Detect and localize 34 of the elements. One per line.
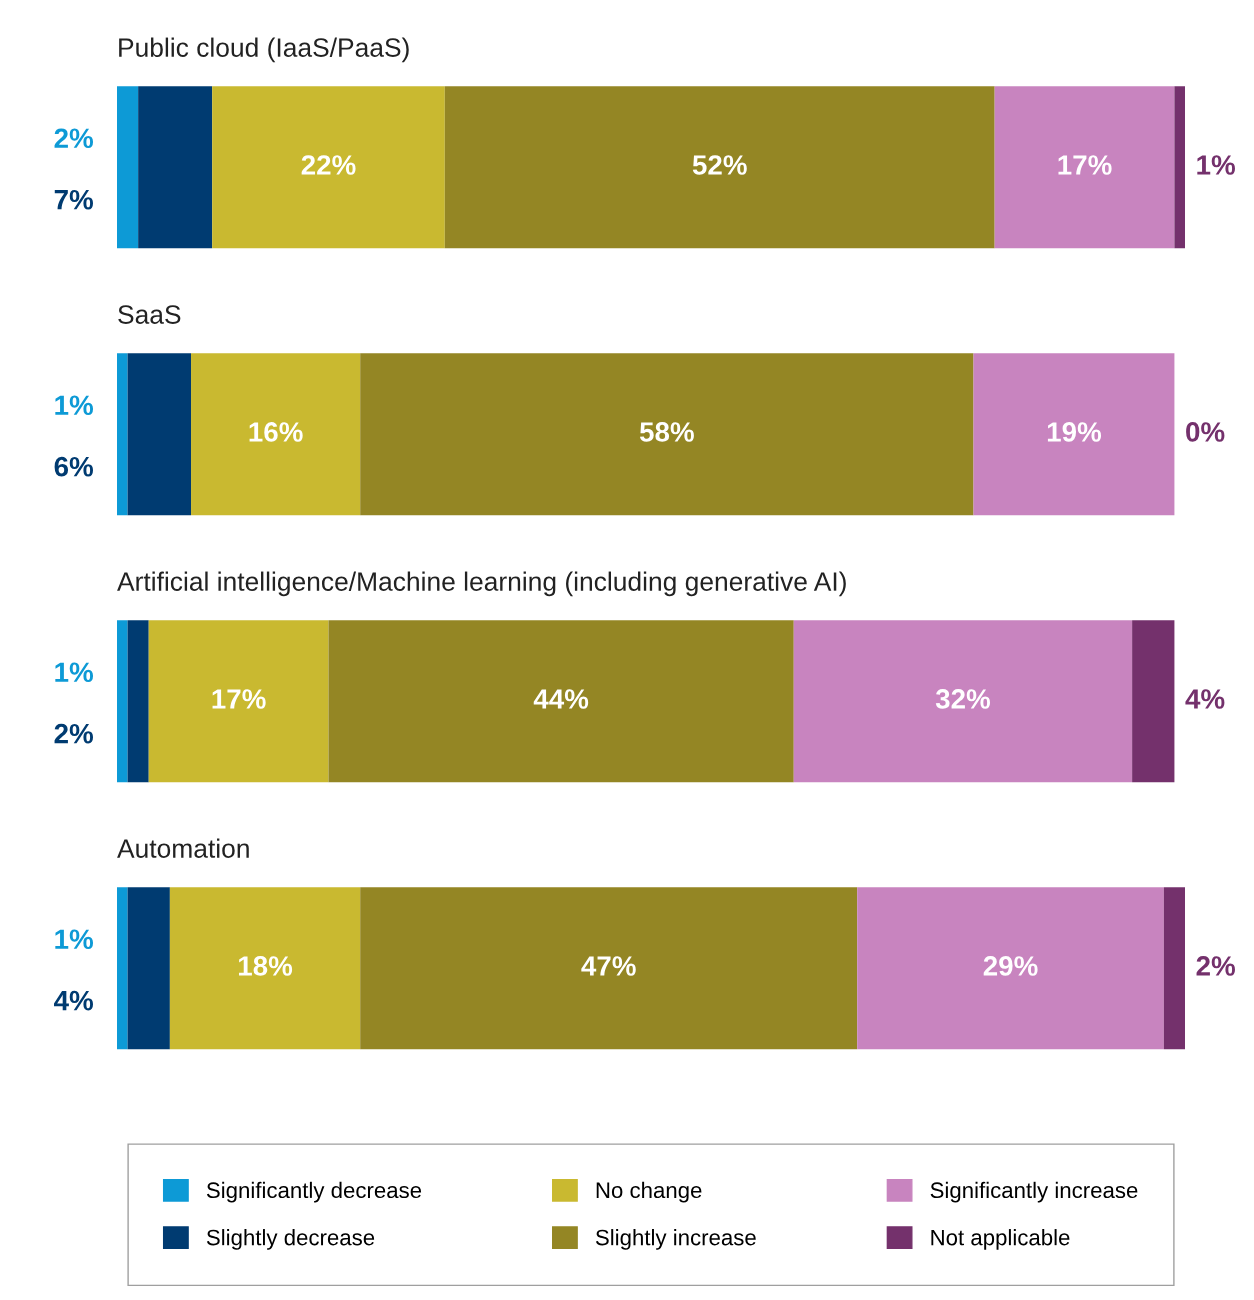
data-label: 17% bbox=[1058, 155, 1112, 175]
data-label: 2% bbox=[1196, 956, 1235, 976]
legend-label: Significantly increase bbox=[930, 1181, 1138, 1203]
data-label: 19% bbox=[1047, 422, 1102, 442]
data-label: 0% bbox=[1186, 422, 1225, 442]
data-label: 7% bbox=[54, 189, 93, 210]
data-label: 17% bbox=[212, 689, 266, 709]
y-tick-label: Automation bbox=[117, 838, 249, 858]
data-label: 1% bbox=[55, 395, 93, 416]
data-label: 1% bbox=[55, 929, 93, 950]
legend-label: Not applicable bbox=[931, 1229, 1070, 1250]
data-label: 58% bbox=[639, 422, 694, 442]
data-label: 16% bbox=[249, 422, 303, 442]
data-label: 29% bbox=[983, 956, 1038, 976]
legend-label: Slightly decrease bbox=[206, 1229, 375, 1250]
data-label: 1% bbox=[55, 662, 93, 683]
data-label: 2% bbox=[54, 128, 93, 149]
data-label: 1% bbox=[1197, 155, 1235, 175]
y-tick-label: SaaS bbox=[118, 305, 181, 324]
data-label: 52% bbox=[692, 155, 747, 175]
data-label: 18% bbox=[238, 956, 293, 976]
legend-label: Slightly increase bbox=[595, 1229, 756, 1250]
legend-label: No change bbox=[596, 1181, 702, 1203]
data-label: 22% bbox=[301, 155, 356, 175]
data-label: 44% bbox=[533, 689, 589, 709]
y-tick-label: Public cloud (IaaS/PaaS) bbox=[119, 37, 409, 63]
data-label: 6% bbox=[54, 456, 93, 477]
data-label: 2% bbox=[54, 723, 93, 744]
data-label: 4% bbox=[54, 990, 93, 1011]
legend-label: Significantly decrease bbox=[206, 1181, 422, 1203]
data-label: 47% bbox=[581, 956, 636, 976]
y-tick-label: Artificial intelligence/Machine learning (including generative AI) bbox=[117, 571, 846, 597]
data-label: 32% bbox=[935, 689, 991, 709]
data-label: 4% bbox=[1185, 689, 1225, 709]
